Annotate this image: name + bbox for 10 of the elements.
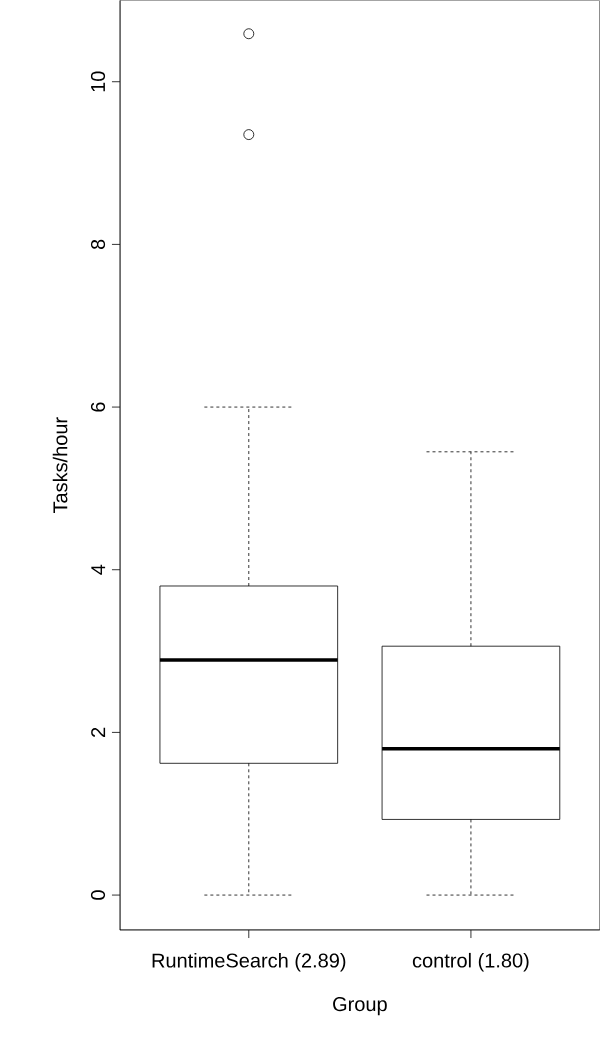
y-tick-label: 6 [90, 402, 106, 412]
y-axis-title: Tasks/hour [52, 417, 68, 514]
y-tick-label: 4 [91, 564, 106, 575]
y-tick-label: 0 [90, 890, 106, 900]
y-tick-label: 10 [90, 71, 106, 92]
x-axis-title: Group [333, 997, 387, 1016]
x-tick-label: control (1.80) [412, 952, 529, 972]
x-tick-label: RuntimeSearch (2.89) [152, 952, 346, 972]
y-tick-label: 2 [91, 727, 106, 737]
y-tick-label: 8 [90, 239, 106, 250]
